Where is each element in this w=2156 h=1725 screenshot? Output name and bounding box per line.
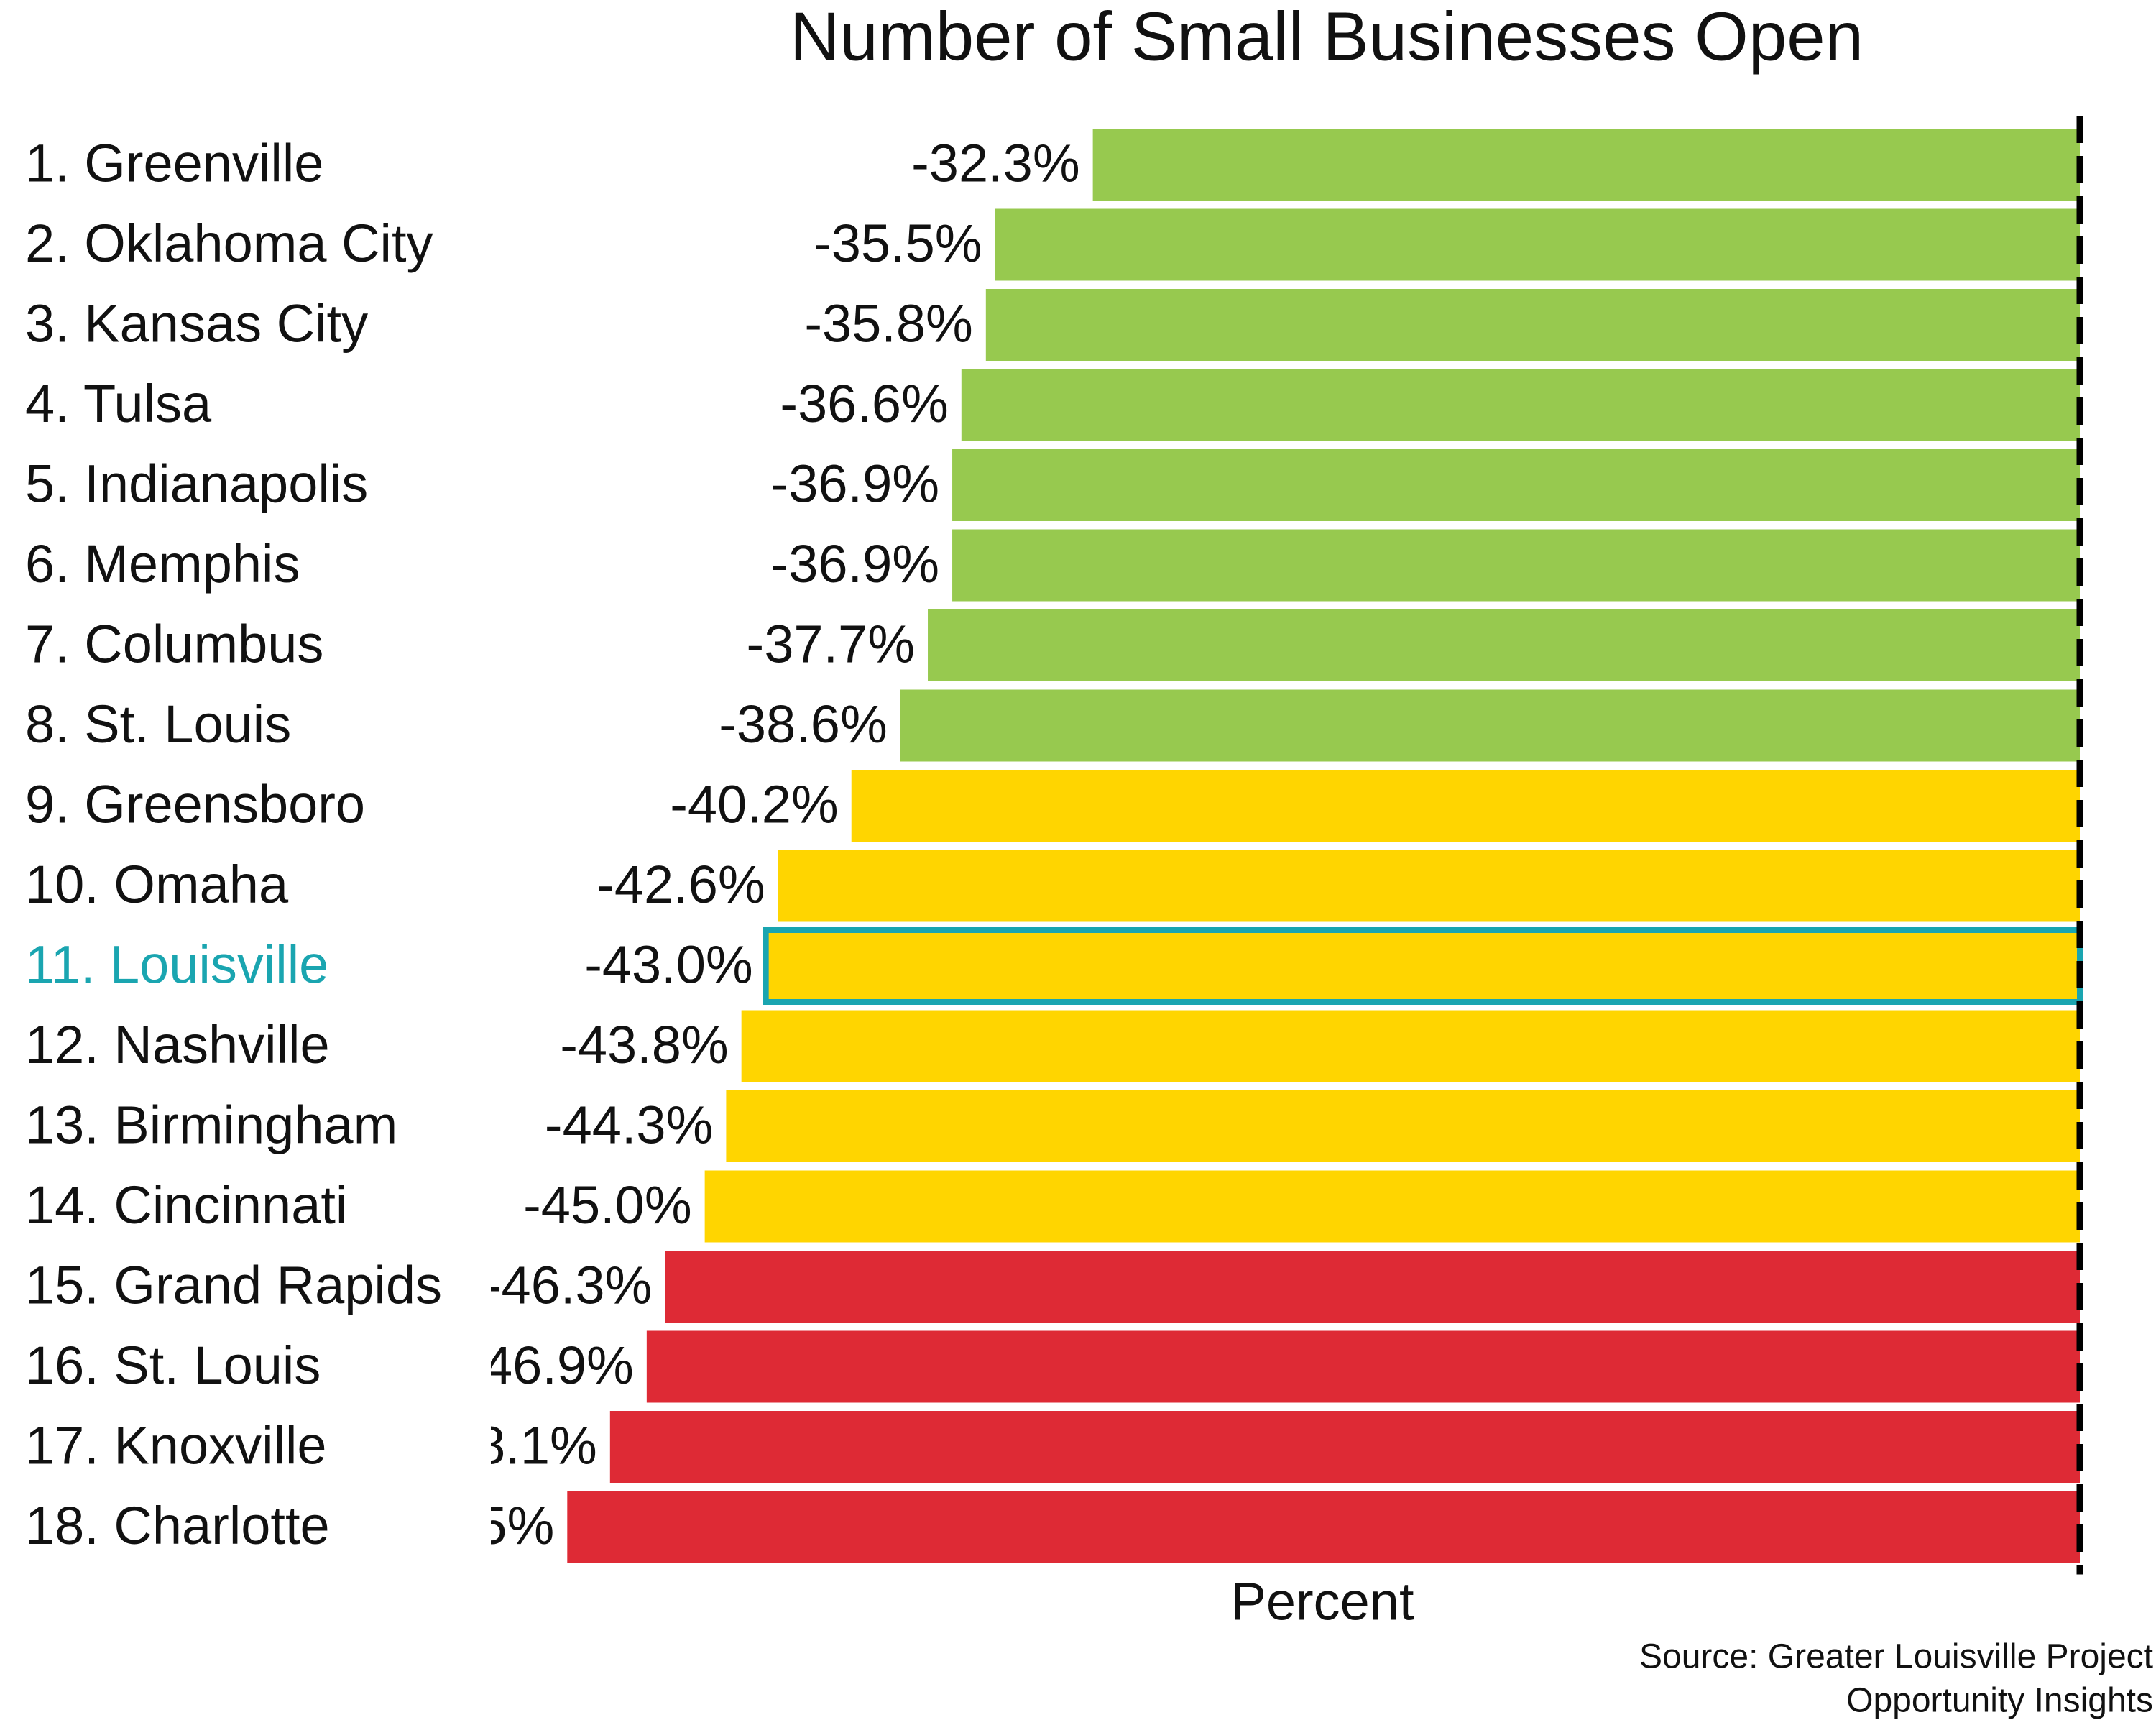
category-label: 16. St. Louis <box>25 1335 321 1395</box>
bar <box>995 208 2080 281</box>
value-label: -40.2% <box>670 775 838 834</box>
value-label: -35.5% <box>814 213 982 273</box>
category-label: 12. Nashville <box>25 1015 330 1075</box>
value-label: -45.0% <box>523 1175 691 1235</box>
value-labels: -32.3% -35.5% -35.8% -36.6% -36.9% -36.9% -37.… <box>386 134 1080 1556</box>
bar <box>704 1170 2080 1243</box>
bar <box>726 1090 2080 1162</box>
value-label: -32.3% <box>911 134 1079 193</box>
category-label: 1. Greenville <box>25 134 323 193</box>
value-label: -36.9% <box>771 534 939 594</box>
bar <box>851 770 2080 842</box>
category-label: 17. Knoxville <box>25 1416 327 1476</box>
bar <box>952 449 2080 521</box>
category-label: 7. Columbus <box>25 615 323 674</box>
bar <box>665 1251 2080 1322</box>
bar <box>609 1411 2081 1483</box>
source: Opportunity Insights <box>1846 1682 2153 1720</box>
value-label: -37.7% <box>747 615 915 674</box>
category-label: 15. Grand Rapids <box>25 1256 442 1315</box>
bar <box>567 1491 2080 1563</box>
value-label: -42.6% <box>596 855 765 914</box>
category-label: 2. Oklahoma City <box>25 213 433 273</box>
bar <box>1092 129 2080 201</box>
category-label: 4. Tulsa <box>25 374 212 433</box>
category-label: 14. Cincinnati <box>25 1175 347 1235</box>
category-label: 18. Charlotte <box>25 1496 330 1555</box>
category-label: 11. Louisville <box>25 935 328 995</box>
category-label: 9. Greensboro <box>25 775 365 834</box>
value-label: -49.5% <box>386 1496 554 1555</box>
value-label: -36.6% <box>780 374 948 433</box>
value-label: -46.3% <box>484 1256 652 1315</box>
bar <box>961 369 2080 441</box>
bar <box>928 610 2080 681</box>
value-label: -43.8% <box>560 1015 728 1075</box>
value-label: -46.9% <box>465 1335 633 1395</box>
bar <box>763 927 2083 1005</box>
category-label: 6. Memphis <box>25 534 300 594</box>
source: Source: Greater Louisville Project <box>1639 1638 2153 1676</box>
category-label: 3. Kansas City <box>25 294 368 354</box>
value-label: -48.1% <box>428 1416 596 1476</box>
value-label: -36.9% <box>771 454 939 514</box>
category-label: 8. St. Louis <box>25 694 291 754</box>
chart-title: Number of Small Businesses Open <box>790 0 1864 75</box>
category-label: 13. Birmingham <box>25 1095 397 1155</box>
bar <box>646 1330 2080 1403</box>
bar <box>952 529 2080 602</box>
value-label: -43.0% <box>584 935 752 995</box>
bars <box>567 129 2083 1563</box>
bar <box>741 1010 2080 1082</box>
value-label: -44.3% <box>545 1095 713 1155</box>
bar <box>985 289 2080 361</box>
category-label: 5. Indianapolis <box>25 454 368 514</box>
category-label: 10. Omaha <box>25 855 289 914</box>
bar <box>778 850 2080 922</box>
x-axis-label: Percent <box>1230 1572 1414 1632</box>
value-label: -35.8% <box>804 294 972 354</box>
bar <box>900 689 2080 762</box>
value-label: -38.6% <box>719 694 887 754</box>
